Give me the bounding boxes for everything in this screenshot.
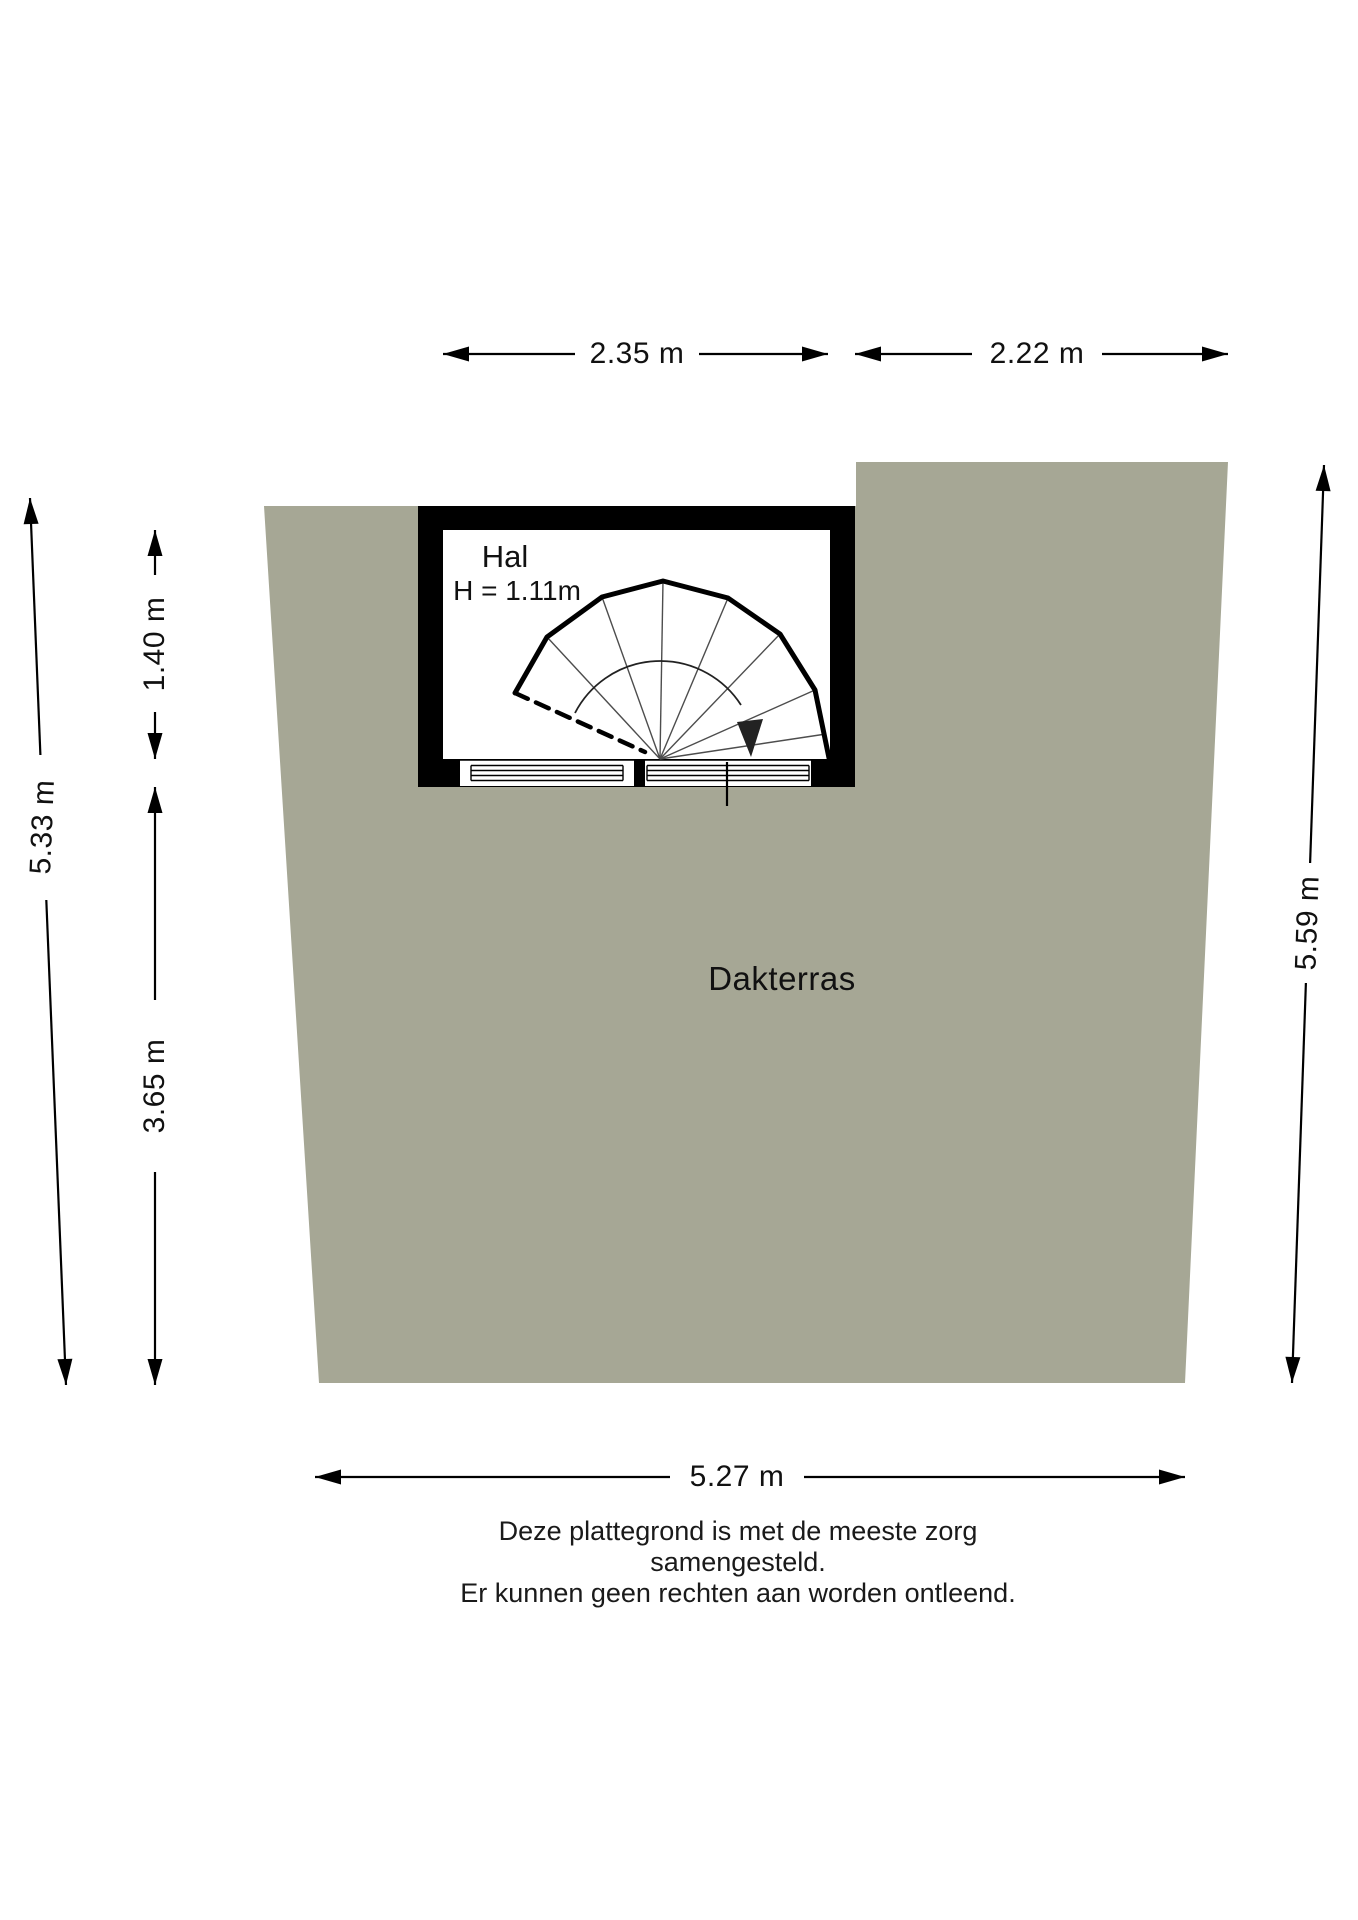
stair-treads — [546, 580, 827, 760]
arrowhead-bottom — [57, 1358, 73, 1385]
dimension-label-right-total: 5.59 m — [1289, 875, 1326, 971]
dimension-label-left-room: 1.40 m — [138, 596, 171, 692]
dimension-top-room — [443, 346, 828, 362]
arrowhead-left — [855, 346, 881, 362]
arrowhead-bottom — [147, 733, 163, 759]
disclaimer: Deze plattegrond is met de meeste zorg s… — [428, 1516, 1048, 1609]
disclaimer-line-1: Deze plattegrond is met de meeste zorg s… — [498, 1516, 978, 1577]
arrowhead-right — [1159, 1469, 1185, 1485]
dimension-label-top-room: 2.35 m — [589, 337, 685, 370]
area-label-dakterras: Dakterras — [708, 960, 856, 997]
stair-outline-dashed — [512, 690, 648, 755]
dimension-left-room — [147, 530, 163, 759]
stair-direction-arrowhead — [737, 719, 763, 757]
dimension-bottom-total — [315, 1469, 1185, 1485]
arrowhead-top — [1315, 465, 1331, 492]
dimension-label-left-total: 5.33 m — [24, 778, 61, 875]
arrowhead-top — [147, 787, 163, 813]
arrowhead-right — [1202, 346, 1228, 362]
arrowhead-left — [315, 1469, 341, 1485]
spiral-staircase — [512, 578, 832, 761]
dimension-label-bottom-total: 5.27 m — [689, 1460, 785, 1493]
room-height-note: H = 1.11m — [453, 575, 581, 606]
arrowhead-bottom — [1285, 1356, 1301, 1383]
arrowhead-left — [443, 346, 469, 362]
disclaimer-line-2: Er kunnen geen rechten aan worden ontlee… — [460, 1578, 1016, 1608]
dimension-label-top-terrace: 2.22 m — [989, 337, 1085, 370]
hal-interior — [443, 530, 830, 759]
room-label-hal: Hal — [481, 539, 529, 574]
window-segment-left — [460, 760, 634, 786]
dimension-left-total — [23, 497, 73, 1386]
stair-direction-arc — [574, 660, 742, 714]
stair-outline — [512, 578, 832, 761]
window-glazing-left — [470, 764, 624, 782]
dimension-right-total — [1285, 464, 1331, 1384]
arrowhead-top — [147, 530, 163, 556]
dimension-left-terrace — [147, 787, 163, 1385]
arrowhead-right — [802, 346, 828, 362]
arrowhead-top — [23, 498, 39, 525]
dimension-top-terrace — [855, 346, 1228, 362]
dimension-label-left-terrace: 3.65 m — [138, 1038, 171, 1134]
arrowhead-bottom — [147, 1359, 163, 1385]
